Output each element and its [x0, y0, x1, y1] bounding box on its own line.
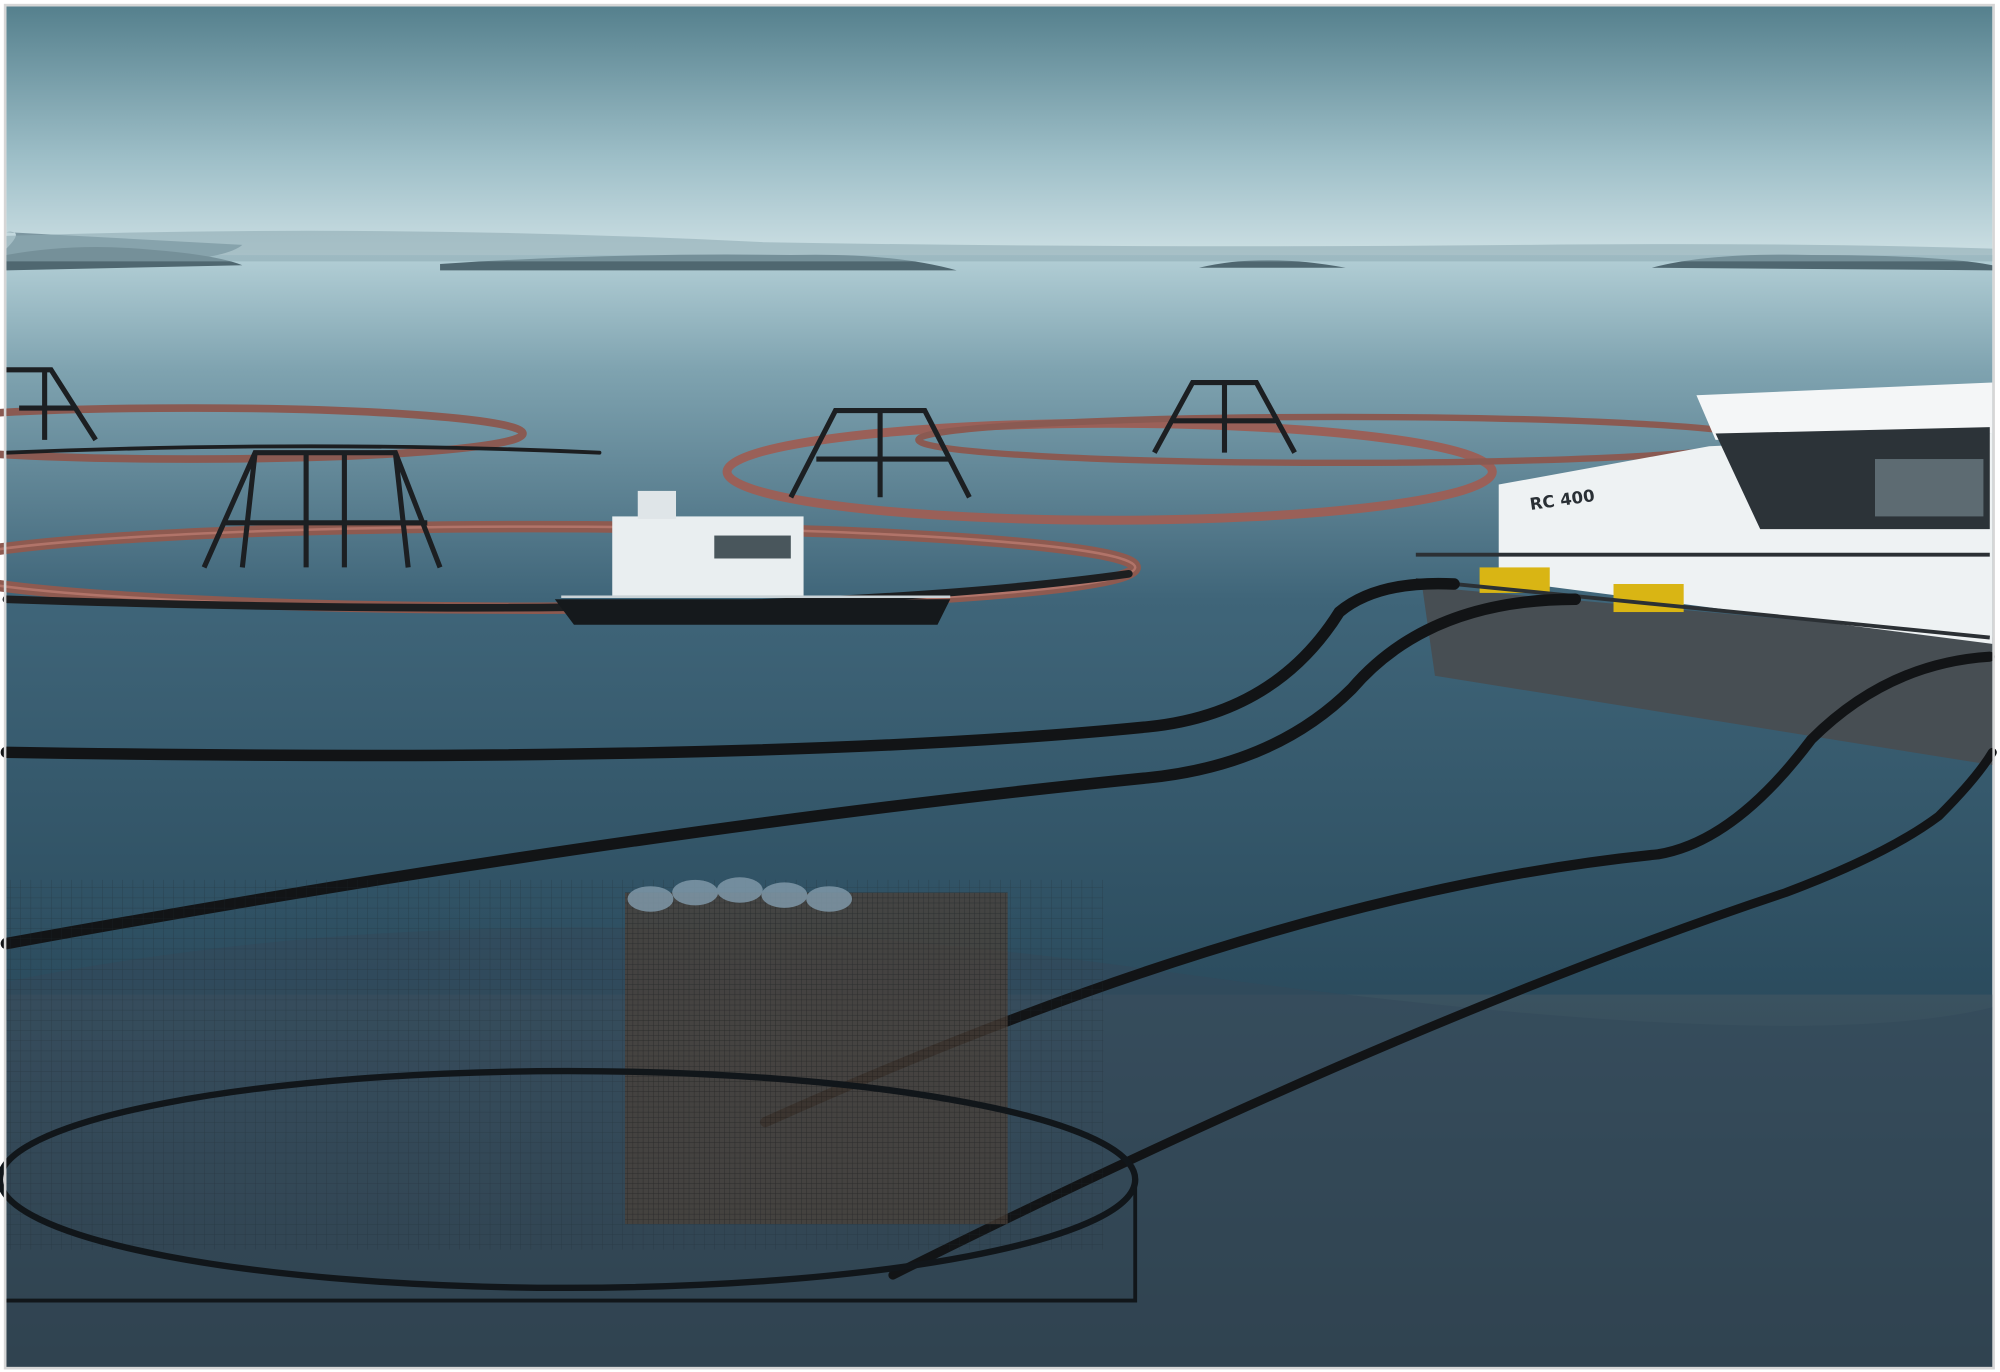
net-cage [0, 877, 1139, 1303]
pens [0, 404, 1764, 614]
hoses [0, 577, 1997, 1280]
sky [6, 6, 1993, 262]
pen-frames [6, 367, 1297, 569]
work-boat [554, 490, 951, 625]
islands [6, 230, 1993, 271]
frame [3, 3, 1995, 1370]
service-vessel: RC 400 [1415, 382, 1993, 766]
